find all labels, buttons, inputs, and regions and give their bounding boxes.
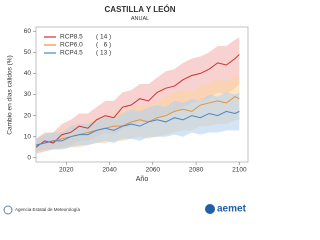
legend-count: ( 6 )	[96, 42, 111, 49]
legend-label: RCP6.0	[60, 42, 83, 49]
y-tick-label: 0	[27, 155, 31, 162]
legend-label: RCP4.5	[60, 50, 83, 57]
aemet-logo: aemet	[217, 204, 247, 215]
legend-count: ( 14 )	[96, 34, 111, 41]
x-tick-label: 2100	[232, 167, 247, 174]
y-tick-label: 20	[24, 112, 32, 119]
agency-name: Agencia Estatal de Meteorología	[15, 207, 81, 212]
x-tick-label: 2080	[189, 167, 204, 174]
y-axis-label: Cambio en días cálidos (%)	[7, 55, 14, 134]
y-tick-label: 30	[24, 91, 32, 98]
y-tick-label: 50	[24, 49, 32, 56]
x-tick-label: 2020	[59, 167, 74, 174]
legend-label: RCP8.5	[60, 34, 83, 41]
series-line	[35, 110, 240, 146]
aemet-icon	[205, 204, 215, 214]
x-tick-label: 2060	[146, 167, 161, 174]
chart-title: CASTILLA Y LEÓN	[105, 5, 176, 14]
uncertainty-band	[36, 92, 240, 152]
x-tick-label: 2040	[102, 167, 117, 174]
chart: CASTILLA Y LEÓN ANUAL Año Cambio en días…	[3, 5, 249, 215]
legend-count: ( 13 )	[96, 50, 111, 57]
agency-emblem	[3, 205, 13, 215]
y-tick-label: 60	[24, 28, 32, 35]
y-tick-label: 40	[24, 70, 32, 77]
series-line	[35, 54, 240, 148]
y-tick-label: 10	[24, 133, 32, 140]
x-axis-label: Año	[136, 176, 149, 183]
chart-subtitle: ANUAL	[131, 16, 149, 22]
footer: Agencia Estatal de Meteorología aemet	[3, 204, 247, 215]
